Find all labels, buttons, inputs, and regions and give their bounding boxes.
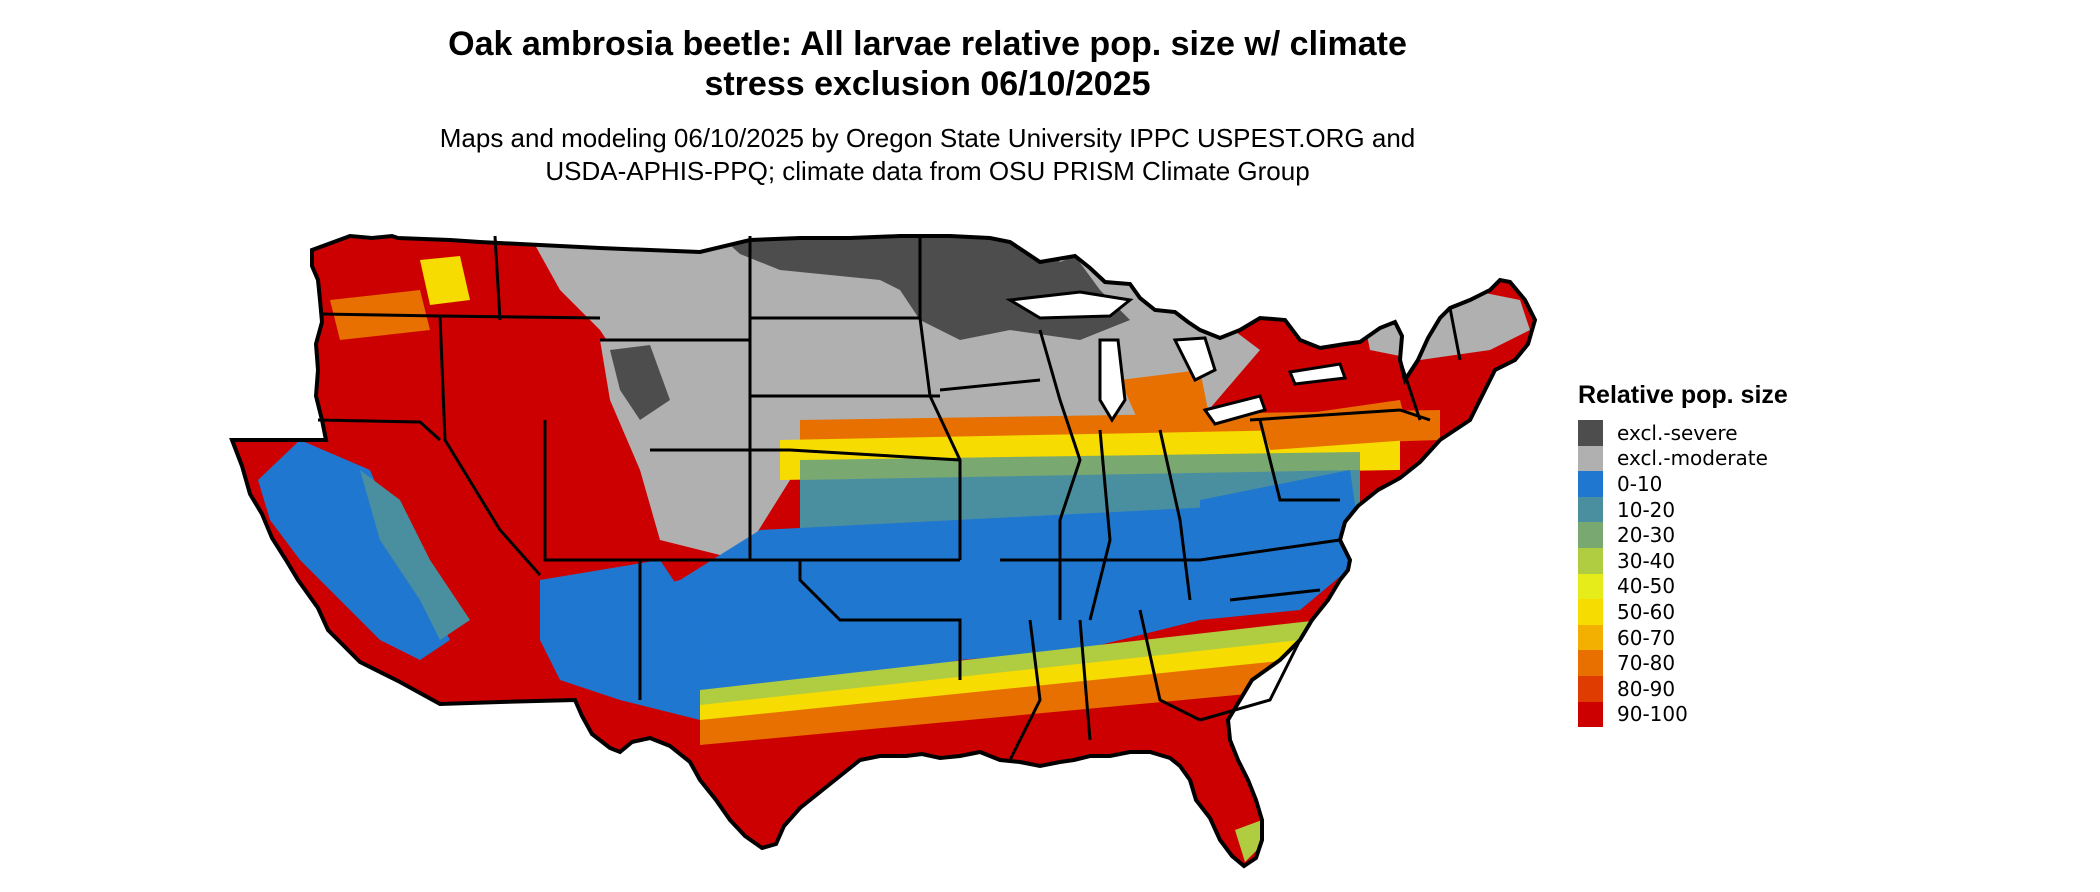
boundary-co-ks	[650, 448, 961, 462]
boundary-pa-md	[1258, 419, 1340, 502]
legend-entry: excl.-moderate	[1578, 445, 1998, 472]
lake-huron	[1172, 336, 1217, 383]
legend-entry: 50-60	[1578, 599, 1998, 625]
legend-label: 20-30	[1617, 523, 1676, 548]
lake-erie	[1202, 394, 1267, 426]
legend-entry: 70-80	[1578, 650, 1998, 676]
zone-0-10-central	[540, 500, 1360, 720]
legend-label: 10-20	[1617, 497, 1676, 522]
legend-entry: 60-70	[1578, 624, 1998, 651]
zone-30-40-florida	[1235, 820, 1262, 862]
boundary-ms-la	[1008, 619, 1042, 761]
boundary-ia-north	[939, 378, 1041, 392]
legend-swatch	[1578, 701, 1603, 728]
legend: Relative pop. size excl.-severe excl.-mod…	[1578, 380, 1998, 728]
boundary-sc-nc	[1229, 588, 1321, 602]
legend-label: 60-70	[1617, 625, 1676, 650]
legend-entry: 0-10	[1578, 471, 1998, 497]
zone-70-80-south	[700, 660, 1290, 745]
state-boundaries	[317, 235, 1462, 761]
legend-entry: 80-90	[1578, 675, 1998, 702]
legend-entry: 30-40	[1578, 547, 1998, 574]
map-subtitle: Maps and modeling 06/10/2025 by Oregon S…	[330, 122, 1525, 188]
legend-label: 80-90	[1617, 676, 1676, 701]
map-title: Oak ambrosia beetle: All larvae relative…	[330, 24, 1525, 104]
boundary-ut	[543, 420, 640, 562]
zone-0-10-appalachia	[1200, 470, 1360, 580]
legend-entry: 90-100	[1578, 701, 1998, 728]
boundary-tx-ok	[798, 560, 962, 680]
zone-30-40-south	[700, 620, 1320, 710]
legend-entries: excl.-severe excl.-moderate 0-10 10-20 20-30…	[1578, 420, 1998, 728]
zone-excl-severe-rockies	[610, 345, 670, 420]
legend-label: 30-40	[1617, 548, 1676, 573]
boundary-nv-east	[438, 315, 542, 576]
boundary-id-mt	[493, 235, 502, 321]
legend-entry: 20-30	[1578, 522, 1998, 548]
lake-ontario	[1287, 362, 1348, 386]
legend-swatch	[1578, 420, 1603, 446]
boundary-mn-ia-mo	[918, 236, 962, 560]
legend-label: 70-80	[1617, 651, 1676, 676]
zone-10-20-california	[360, 470, 470, 640]
legend-label: 50-60	[1617, 599, 1676, 624]
great-lakes	[1005, 290, 1348, 426]
legend-swatch	[1578, 675, 1603, 702]
legend-entry: 10-20	[1578, 496, 1998, 523]
boundary-fl-ga	[1199, 639, 1302, 722]
legend-swatch	[1578, 573, 1603, 600]
legend-label: excl.-severe	[1617, 420, 1738, 445]
zone-70-80-michigan	[1120, 370, 1210, 425]
boundary-oh-tn	[1158, 429, 1192, 601]
title-line-2: stress exclusion 06/10/2025	[704, 65, 1151, 103]
boundary-al-west	[1078, 619, 1092, 741]
legend-label: 40-50	[1617, 574, 1676, 599]
boundary-in-ky	[1088, 429, 1112, 621]
subtitle-line-1: Maps and modeling 06/10/2025 by Oregon S…	[439, 123, 1416, 153]
legend-swatch	[1578, 624, 1603, 651]
boundary-wi-il-ar	[1038, 329, 1082, 620]
legend-title: Relative pop. size	[1578, 381, 1788, 409]
legend-swatch	[1578, 522, 1603, 548]
boundary-tn-nc	[1000, 538, 1341, 562]
subtitle-line-2: USDA-APHIS-PPQ; climate data from OSU PR…	[545, 156, 1310, 186]
legend-swatch	[1578, 650, 1603, 676]
legend-swatch	[1578, 599, 1603, 625]
legend-swatch	[1578, 496, 1603, 523]
lake-michigan	[1098, 338, 1127, 423]
boundary-ca-nv-north	[317, 418, 442, 442]
legend-label: 90-100	[1617, 702, 1688, 727]
legend-swatch	[1578, 471, 1603, 497]
legend-swatch	[1578, 547, 1603, 574]
zone-0-10-southwest	[540, 560, 720, 690]
legend-entry: 40-50	[1578, 573, 1998, 600]
legend-label: 0-10	[1617, 471, 1663, 496]
title-line-1: Oak ambrosia beetle: All larvae relative…	[448, 25, 1407, 63]
legend-entry: excl.-severe	[1578, 420, 1998, 446]
legend-swatch	[1578, 445, 1603, 472]
lake-superior	[1005, 290, 1134, 320]
zone-excl-severe-north	[720, 236, 1130, 340]
zone-50-60-pacific-nw	[420, 256, 470, 305]
zone-0-10-california	[258, 440, 450, 660]
legend-label: excl.-moderate	[1617, 446, 1768, 471]
boundary-ga-west	[1138, 609, 1201, 722]
boundary-me-nh	[1448, 307, 1462, 361]
